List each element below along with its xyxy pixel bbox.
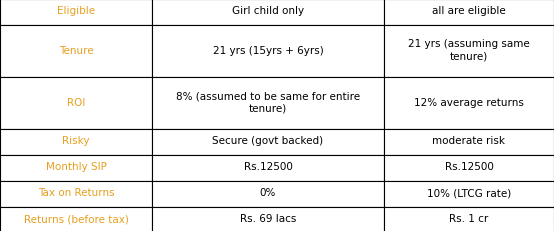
Bar [152,0,384,24]
Bar [0,207,152,231]
Text: Secure (govt backed): Secure (govt backed) [212,137,324,146]
Text: Eligible: Eligible [57,6,95,16]
Bar [0,155,152,180]
Bar [0,76,152,128]
Text: ROI: ROI [67,97,85,107]
Bar [384,180,554,207]
Text: Rs. 1 cr: Rs. 1 cr [449,215,489,225]
Text: Tax on Returns: Tax on Returns [38,188,114,198]
Bar [152,207,384,231]
Text: 10% (LTCG rate): 10% (LTCG rate) [427,188,511,198]
Text: 8% (assumed to be same for entire
tenure): 8% (assumed to be same for entire tenure… [176,91,360,114]
Bar [0,24,152,76]
Text: 21 yrs (assuming same
tenure): 21 yrs (assuming same tenure) [408,39,530,62]
Bar [152,180,384,207]
Bar [384,128,554,155]
Text: Returns (before tax): Returns (before tax) [24,215,129,225]
Bar [384,155,554,180]
Bar [384,24,554,76]
Text: 0%: 0% [260,188,276,198]
Bar [152,76,384,128]
Text: Tenure: Tenure [59,46,93,55]
Bar [152,24,384,76]
Text: all are eligible: all are eligible [432,6,506,16]
Text: Risky: Risky [62,137,90,146]
Bar [152,128,384,155]
Bar [384,76,554,128]
Text: Rs. 69 lacs: Rs. 69 lacs [240,215,296,225]
Bar [0,180,152,207]
Text: Girl child only: Girl child only [232,6,304,16]
Bar [0,0,152,24]
Text: 21 yrs (15yrs + 6yrs): 21 yrs (15yrs + 6yrs) [213,46,324,55]
Bar [384,0,554,24]
Text: Rs.12500: Rs.12500 [244,162,293,173]
Text: Rs.12500: Rs.12500 [444,162,494,173]
Bar [0,128,152,155]
Text: moderate risk: moderate risk [433,137,505,146]
Bar [384,207,554,231]
Text: 12% average returns: 12% average returns [414,97,524,107]
Text: Monthly SIP: Monthly SIP [45,162,106,173]
Bar [152,155,384,180]
